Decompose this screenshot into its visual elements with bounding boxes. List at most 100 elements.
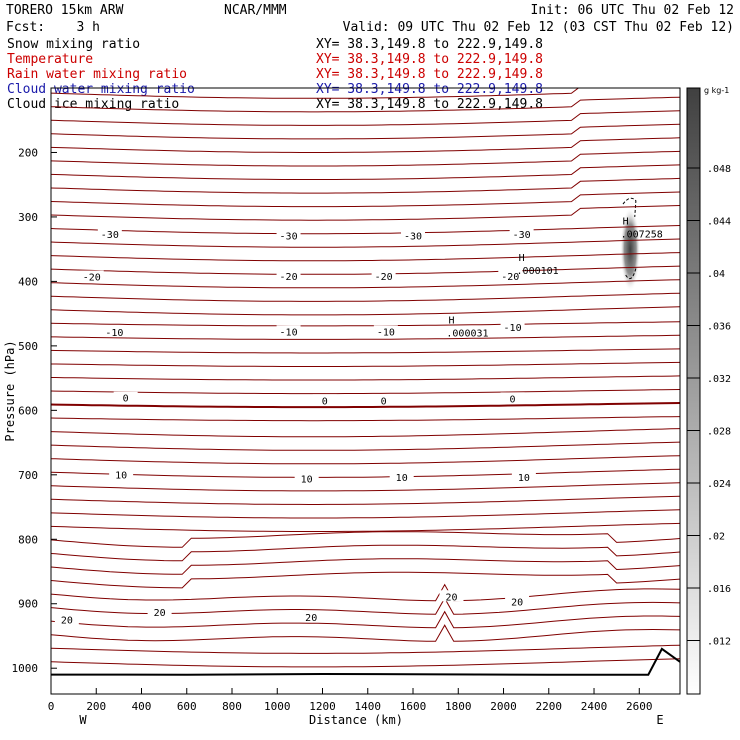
y-tick-label: 1000 [12,662,39,675]
org-label: NCAR/MMM [224,3,287,18]
isotherm-line [51,455,680,465]
legend-label: Rain water mixing ratio [7,67,187,82]
contour-label-bg [79,270,104,282]
x-tick-label: 1800 [445,700,472,713]
colorbar-unit: g kg-1 [704,86,729,95]
maxima-markers: H .000031 H .000101 H .007258 [446,217,662,340]
colorbar-tick-label: .04 [707,269,725,280]
plot-contents [51,88,680,676]
isotherm-line [51,402,680,409]
isotherm-line [51,610,680,629]
isotherm-line [51,292,680,302]
terrain-line [51,647,680,676]
contour-label-bg [312,394,337,406]
legend-label: Cloud ice mixing ratio [7,97,179,112]
contour-label: -30 [513,230,531,241]
isotherm-line [51,191,680,208]
legend-xy: XY= 38.3,149.8 to 222.9,149.8 [316,82,543,97]
contour-label: 20 [61,616,73,627]
x-tick-label: 800 [222,700,242,713]
contour-label: 10 [301,474,313,485]
contour-label: -10 [377,327,395,338]
init-time: Init: 06 UTC Thu 02 Feb 12 [531,3,735,18]
colorbar-tick-label: .036 [707,322,731,333]
contour-label: 0 [123,394,129,405]
contour-label: -20 [280,272,298,283]
isotherm-line [51,375,680,381]
isotherm-line [51,583,680,602]
cloud-ice-contour [622,197,637,217]
forecast-hour: Fcst: 3 h [6,20,100,35]
y-tick-label: 400 [18,275,38,288]
colorbar-tick-label: .02 [707,532,725,543]
isotherm-line [51,348,680,354]
maximum-marker: H [448,315,454,326]
contour-label: 10 [396,473,408,484]
isotherm-line [51,225,680,235]
colorbar-tick-label: .012 [707,637,731,648]
legend-label: Snow mixing ratio [7,37,140,52]
contour-label: -20 [375,272,393,283]
model-title: TORERO 15km ARW [6,3,124,18]
contour-label: -30 [280,231,298,242]
isotherm-line [51,137,680,153]
maximum-marker: H [623,217,629,228]
isotherm-line [51,482,680,492]
x-tick-label: 2400 [581,700,608,713]
contour-label: 10 [115,470,127,481]
contour-label-bg [54,613,79,625]
contour-label-bg [102,325,127,337]
colorbar-tick-label: .048 [707,164,731,175]
maximum-value: .000031 [446,328,488,339]
x-axis: 0 200 400 600 800 1000 1200 1400 1600 1800 2000 220… [48,688,653,713]
contour-label-bg [371,269,396,281]
contour-label: -20 [83,273,101,284]
colorbar: g kg-1 .048 .044 .04 .036 .032 .028 .024 .02 .01… [686,86,731,695]
legend-label: Temperature [7,52,93,67]
y-tick-label: 700 [18,469,38,482]
x-tick-label: 2000 [490,700,517,713]
isotherm-line [51,441,680,451]
contour-label-bg [401,229,426,241]
isotherm-line [51,334,680,340]
contour-label: 20 [511,597,523,608]
isotherm-line [51,88,580,99]
isotherm-line [51,279,680,289]
legend-xy: XY= 38.3,149.8 to 222.9,149.8 [316,52,543,67]
isotherm-line [51,571,680,589]
isotherm-line [51,252,680,262]
x-tick-label: 1000 [264,700,291,713]
colorbar-tick-label: .032 [707,374,731,385]
contour-label: 20 [445,592,457,603]
contour-label-bg [147,605,172,617]
isotherm-line [51,389,680,395]
contour-label-bg [113,391,138,403]
isotherm-line [51,96,680,113]
field-legend: Snow mixing ratio XY= 38.3,149.8 to 222.9… [7,37,543,112]
isotherm-line [51,544,680,562]
isotherm-line [51,468,680,478]
isotherm-line [51,428,680,438]
contour-label-bg [97,227,122,239]
contour-label-bg [276,269,301,281]
contour-label-bg [500,320,525,332]
isotherm-line [51,361,680,367]
isotherm-line [51,558,680,575]
contour-label: 0 [510,394,516,405]
contour-label-bg [389,471,414,483]
isotherm-line [51,306,680,316]
contour-label-bg [276,325,301,337]
y-axis: 200 300 400 500 600 700 800 900 1000 [12,146,57,675]
x-tick-label: 1600 [400,700,427,713]
contour-label: 0 [381,396,387,407]
isotherm-line [51,205,680,221]
isotherm-line [51,416,680,422]
x-tick-label: 2600 [626,700,653,713]
contour-label-bg [109,468,134,480]
isotherm-line [51,238,680,248]
contour-label: -10 [280,327,298,338]
x-end-label-west: W [79,713,87,727]
colorbar-tick-label: .024 [707,479,731,490]
contour-label: 20 [305,613,317,624]
